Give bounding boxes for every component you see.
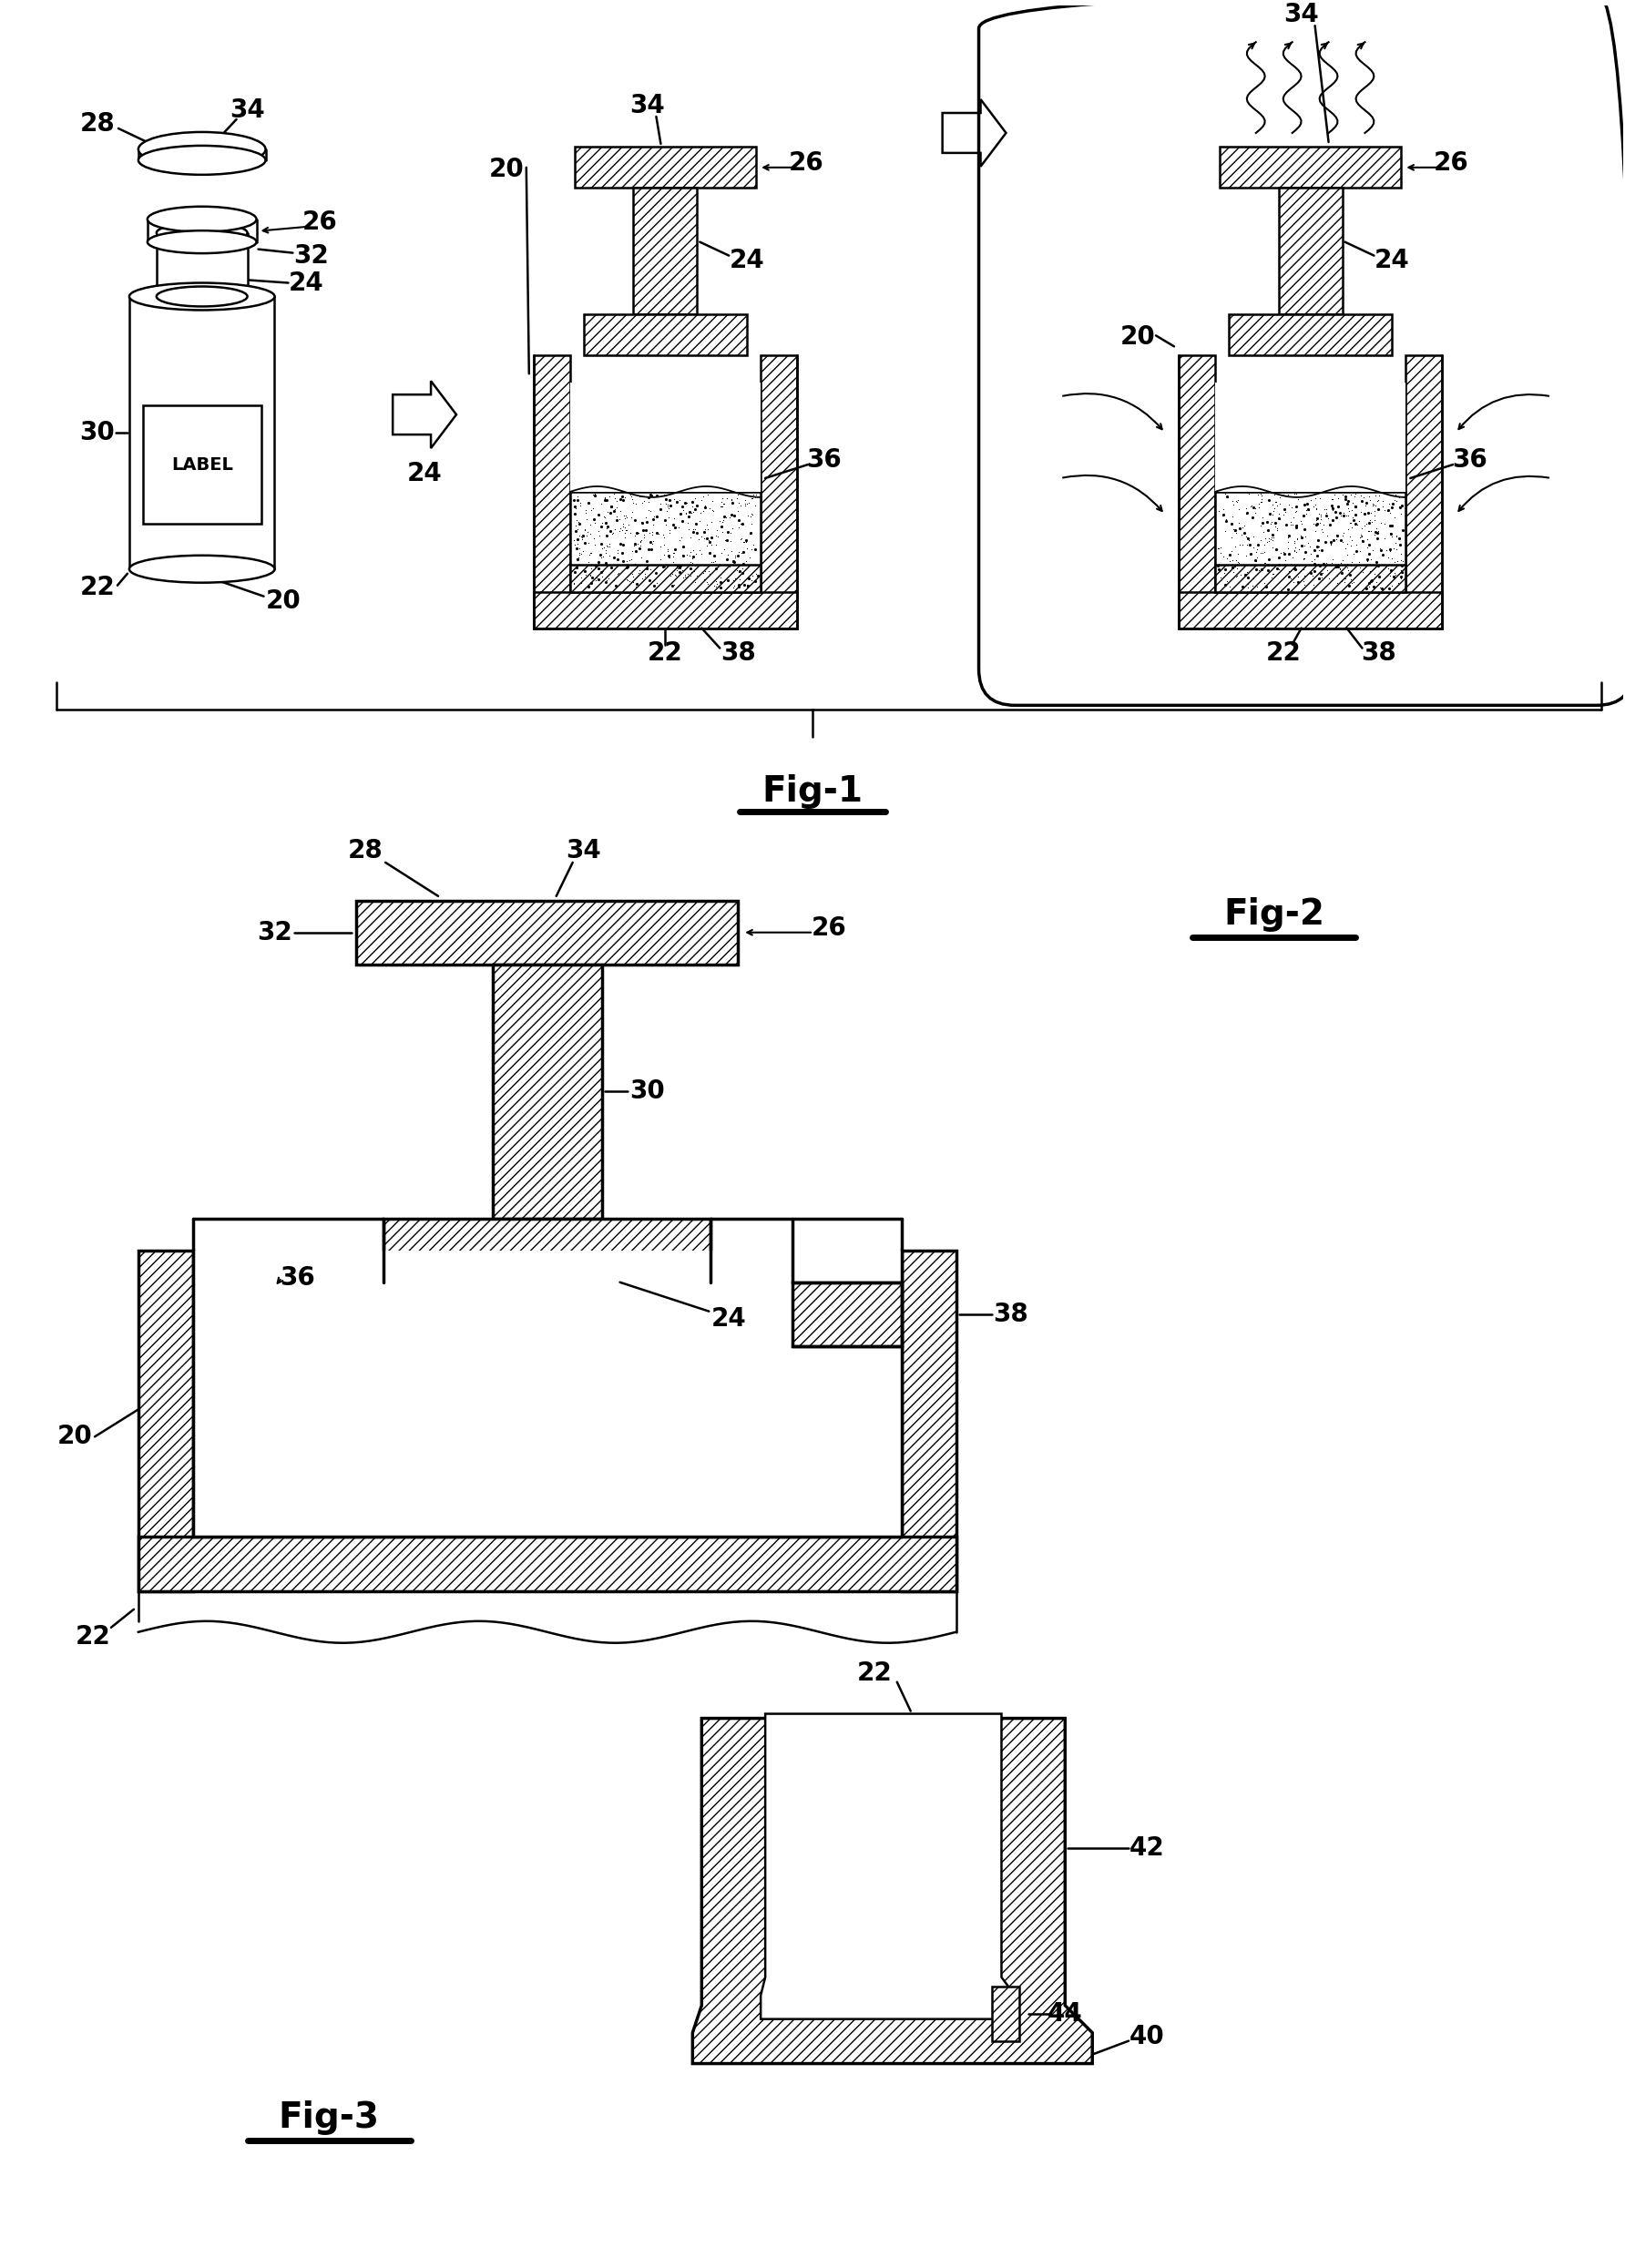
Bar [634,188,697,315]
Text: 36: 36 [279,1266,315,1290]
Text: Fig-2: Fig-2 [1224,896,1324,932]
Polygon shape [393,381,457,449]
Text: 24: 24 [712,1306,746,1331]
Bar [793,1281,902,1345]
Text: 20: 20 [266,587,301,615]
Text: 36: 36 [806,447,842,472]
Text: 32: 32 [294,243,328,268]
Bar [1178,592,1441,628]
Bar [533,592,796,628]
Text: 20: 20 [1120,324,1155,349]
Bar [384,1218,710,1281]
Text: 24: 24 [730,247,765,272]
Ellipse shape [138,145,265,175]
Text: 38: 38 [993,1302,1029,1327]
Text: 42: 42 [1129,1835,1165,1862]
Bar [1216,565,1406,592]
Text: 34: 34 [629,93,665,118]
Ellipse shape [156,286,247,306]
Bar [138,1538,956,1592]
Text: 40: 40 [1129,2023,1165,2048]
Text: 26: 26 [1433,150,1469,175]
Bar [993,1987,1019,2041]
Ellipse shape [148,206,257,231]
Bar [570,492,760,592]
Bar [138,1250,193,1592]
Bar [356,900,738,964]
Bar [143,406,262,524]
Ellipse shape [138,132,265,166]
Polygon shape [692,1719,1092,2064]
Text: 34: 34 [1284,2,1320,27]
Bar [533,356,570,628]
Ellipse shape [130,284,275,311]
Text: 34: 34 [566,837,601,864]
Text: 32: 32 [257,921,292,946]
Text: 20: 20 [489,156,523,181]
Ellipse shape [156,222,247,243]
Text: LABEL: LABEL [171,456,232,474]
Bar [492,964,601,1218]
Text: 30: 30 [629,1080,665,1105]
Text: 24: 24 [289,270,323,295]
Bar [1219,147,1401,188]
Bar [1216,492,1406,592]
Text: 26: 26 [811,916,847,941]
Text: 22: 22 [648,642,682,667]
Polygon shape [760,1715,1016,2019]
Text: Fig-3: Fig-3 [278,2100,380,2136]
Text: 20: 20 [57,1424,93,1449]
Text: 24: 24 [1375,247,1410,272]
Bar [570,565,760,592]
Bar [760,356,796,628]
Bar [570,383,760,492]
Ellipse shape [130,556,275,583]
Bar [1406,356,1441,628]
Text: 36: 36 [1451,447,1487,472]
Text: 22: 22 [856,1660,892,1685]
Ellipse shape [148,231,257,254]
Bar [1279,188,1342,315]
Text: 38: 38 [720,642,756,667]
Text: 24: 24 [406,460,442,485]
Text: 28: 28 [80,111,115,136]
Text: 38: 38 [1360,642,1396,667]
Text: 22: 22 [1266,642,1300,667]
Text: 44: 44 [1048,2000,1082,2025]
Bar [1216,383,1406,492]
Bar [193,1250,902,1538]
Bar [583,315,748,356]
Text: 34: 34 [229,98,265,122]
Text: 22: 22 [75,1624,111,1649]
Text: 26: 26 [302,209,338,234]
Text: Fig-1: Fig-1 [762,773,863,810]
Text: 30: 30 [80,420,115,445]
Bar [902,1250,956,1592]
Polygon shape [942,100,1006,166]
Text: 26: 26 [788,150,824,175]
Text: 22: 22 [80,574,115,601]
Bar [1178,356,1215,628]
Text: 28: 28 [348,837,384,864]
Bar [1228,315,1393,356]
Bar [575,147,756,188]
